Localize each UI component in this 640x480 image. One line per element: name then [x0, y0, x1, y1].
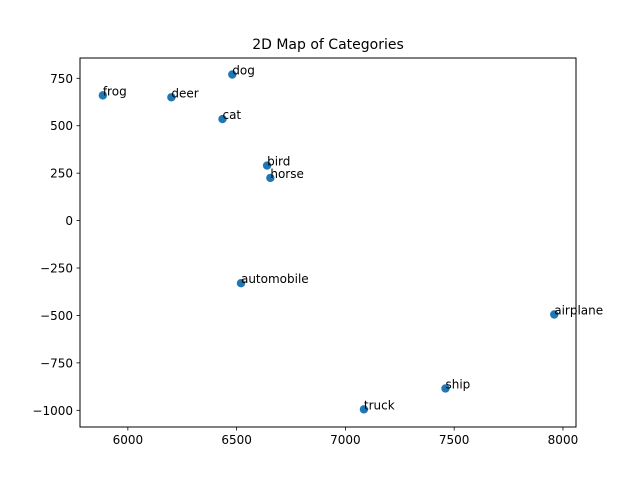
y-tick-label: 500: [50, 119, 73, 133]
point-label-truck: truck: [364, 398, 395, 412]
plot-frame: [79, 57, 577, 428]
chart-title: 2D Map of Categories: [252, 37, 404, 53]
x-tick-label: 8000: [548, 433, 579, 447]
point-label-deer: deer: [171, 86, 198, 100]
data-point-cat: [218, 114, 227, 124]
x-tick-label: 6000: [113, 433, 144, 447]
data-point-bird: [262, 161, 272, 170]
x-tick-label: 7000: [330, 433, 361, 447]
point-label-ship: ship: [445, 377, 470, 391]
x-tick-label: 6500: [221, 433, 252, 447]
y-tick-label: −1000: [32, 404, 73, 418]
point-label-horse: horse: [270, 167, 304, 181]
y-tick-label: 750: [50, 72, 73, 86]
y-tick-label: −750: [40, 356, 73, 370]
point-label-dog: dog: [232, 64, 255, 78]
point-label-bird: bird: [267, 155, 290, 169]
y-axis-ticks: −1000 −750 −500 −250 0 250 500 750: [32, 72, 80, 418]
data-point-frog: [98, 91, 108, 100]
point-label-airplane: airplane: [554, 303, 603, 317]
data-point-airplane: [550, 310, 559, 319]
data-point-deer: [167, 93, 176, 102]
point-label-frog: frog: [103, 84, 127, 98]
data-point-ship: [441, 384, 450, 393]
y-tick-label: −500: [40, 309, 73, 323]
point-label-cat: cat: [222, 108, 241, 122]
data-point-automobile: [236, 278, 246, 288]
x-axis-ticks: 6000 6500 7000 7500 8000: [113, 427, 579, 447]
data-point-horse: [266, 173, 275, 183]
y-tick-label: 0: [65, 214, 73, 228]
y-tick-label: 250: [50, 167, 73, 181]
x-tick-label: 7500: [439, 433, 470, 447]
data-point-dog: [228, 70, 237, 79]
data-point-truck: [359, 405, 369, 414]
point-label-automobile: automobile: [241, 272, 309, 286]
data-points: [98, 70, 559, 414]
y-tick-label: −250: [40, 262, 73, 276]
